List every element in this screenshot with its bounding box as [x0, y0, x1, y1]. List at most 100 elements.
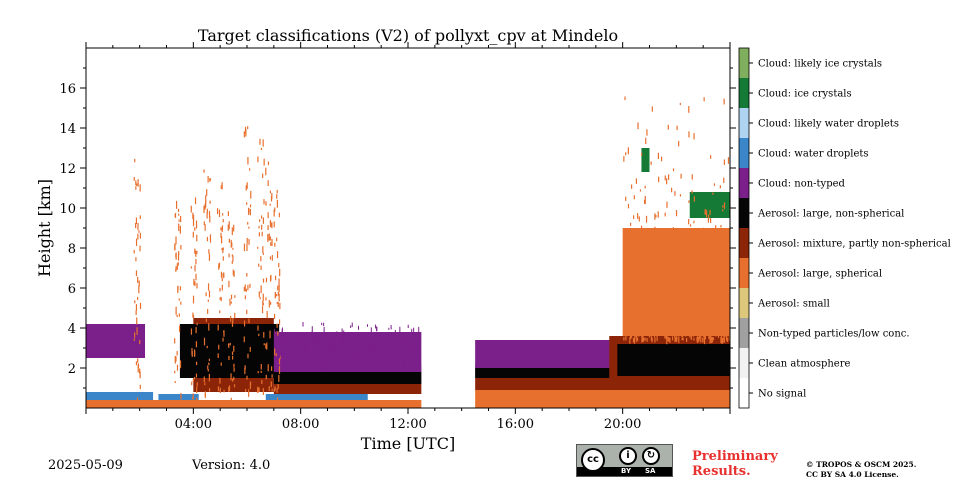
- speckle: [259, 219, 261, 222]
- speckle: [631, 296, 633, 301]
- speckle: [675, 330, 677, 333]
- speckle: [278, 358, 281, 365]
- speckle: [138, 285, 140, 294]
- layer-13: [475, 340, 623, 368]
- speckle: [713, 270, 716, 273]
- speckle: [229, 298, 231, 306]
- speckle: [257, 246, 259, 249]
- speckle: [304, 346, 306, 352]
- speckle: [709, 259, 711, 265]
- speckle: [333, 347, 335, 354]
- speckle: [661, 328, 663, 336]
- speckle: [192, 214, 195, 221]
- legend-label: Clean atmosphere: [758, 359, 851, 370]
- speckle: [692, 255, 694, 262]
- speckle: [628, 316, 630, 320]
- speckle: [329, 350, 331, 356]
- speckle: [194, 350, 196, 357]
- license-badge[interactable]: cc i ↻ BY SA: [576, 444, 673, 477]
- speckle: [698, 296, 700, 300]
- speckle: [637, 301, 639, 306]
- speckle: [228, 253, 230, 258]
- speckle: [221, 248, 223, 251]
- speckle: [638, 283, 641, 291]
- speckle: [635, 329, 637, 332]
- speckle: [660, 268, 663, 271]
- speckle: [723, 159, 726, 165]
- speckle: [207, 175, 209, 183]
- speckle: [639, 255, 641, 258]
- speckle: [249, 283, 251, 288]
- speckle: [640, 320, 642, 323]
- speckle: [246, 272, 248, 277]
- speckle: [665, 252, 667, 256]
- speckle: [352, 351, 354, 354]
- y-tick-label: 16: [59, 82, 76, 97]
- speckle: [276, 194, 278, 199]
- speckle: [637, 122, 639, 130]
- speckle: [654, 213, 656, 220]
- speckle: [376, 350, 378, 354]
- speckle: [275, 353, 277, 357]
- speckle: [721, 337, 723, 345]
- speckle: [273, 221, 275, 228]
- speckle: [206, 236, 209, 242]
- speckle: [679, 300, 681, 308]
- speckle: [678, 336, 680, 344]
- speckle: [658, 176, 660, 183]
- speckle: [724, 334, 726, 338]
- speckle: [399, 326, 401, 332]
- speckle: [274, 348, 276, 356]
- speckle: [279, 302, 281, 310]
- speckle: [265, 343, 267, 349]
- speckle: [233, 376, 235, 381]
- speckle: [666, 312, 669, 319]
- speckle: [270, 381, 272, 388]
- speckle: [634, 323, 637, 328]
- speckle: [244, 295, 246, 300]
- speckle: [231, 321, 234, 327]
- y-tick-label: 14: [59, 122, 76, 137]
- speckle: [195, 273, 197, 281]
- speckle: [368, 347, 370, 354]
- layer-10: [86, 324, 146, 358]
- speckle: [685, 299, 687, 303]
- speckle: [209, 216, 211, 223]
- speckle: [334, 337, 336, 342]
- y-tick-label: 10: [59, 202, 76, 217]
- speckle: [684, 313, 686, 320]
- speckle: [628, 315, 630, 318]
- speckle: [265, 297, 267, 301]
- speckle: [699, 296, 701, 304]
- speckle: [650, 295, 653, 301]
- speckle: [685, 231, 688, 238]
- speckle: [271, 192, 273, 200]
- speckle: [727, 157, 730, 164]
- legend-label: Cloud: water droplets: [758, 149, 869, 160]
- x-axis: 04:00 08:00 12:00 16:00 20:00: [85, 42, 731, 432]
- speckle: [247, 126, 249, 130]
- speckle: [222, 247, 224, 254]
- speckle: [137, 179, 139, 187]
- speckle: [655, 266, 657, 270]
- speckle: [629, 323, 631, 330]
- speckle: [319, 361, 321, 367]
- speckle: [636, 332, 638, 335]
- date-label: 2025-05-09: [48, 458, 123, 473]
- speckle: [698, 323, 700, 330]
- speckle: [678, 274, 680, 280]
- speckle: [336, 331, 338, 335]
- y-axis: 2 4 6 8 10 12 14 16: [59, 67, 736, 389]
- speckle: [139, 215, 141, 219]
- layer-0: [86, 392, 154, 400]
- speckle: [696, 331, 699, 338]
- x-tick-label: 20:00: [604, 417, 641, 432]
- speckle: [629, 222, 632, 226]
- speckle: [634, 274, 636, 278]
- speckle: [195, 327, 197, 334]
- speckle: [640, 329, 643, 337]
- speckle: [414, 339, 416, 345]
- speckle: [180, 392, 182, 400]
- speckle: [704, 284, 707, 288]
- speckle: [674, 292, 677, 299]
